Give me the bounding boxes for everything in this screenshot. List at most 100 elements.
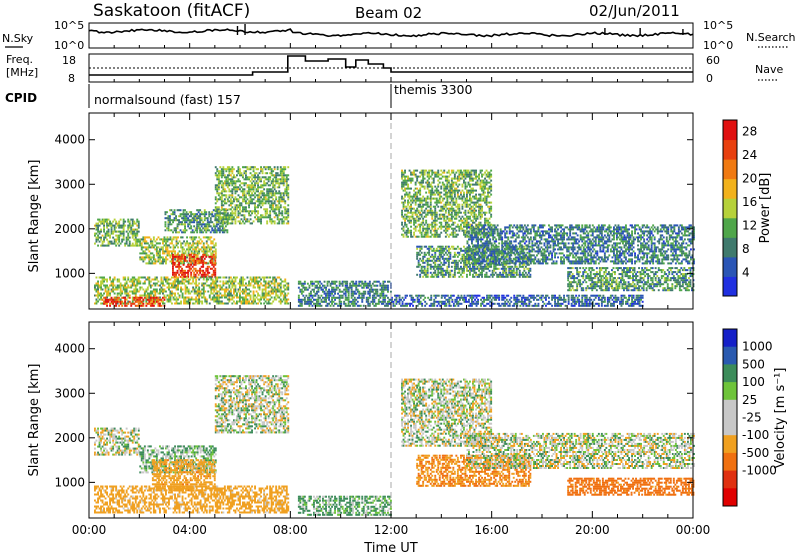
echo-cell [261, 184, 264, 187]
echo-cell [438, 197, 441, 200]
echo-cell [179, 265, 182, 268]
echo-cell [155, 248, 158, 251]
echo-cell [387, 286, 389, 289]
echo-cell [142, 288, 145, 291]
echo-cell [368, 296, 371, 299]
echo-cell [205, 246, 208, 249]
echo-cell [426, 251, 429, 254]
echo-cell [130, 244, 133, 247]
echo-cell [201, 302, 204, 305]
echo-cell [420, 223, 423, 226]
echo-cell [218, 227, 221, 230]
echo-cell [223, 292, 226, 295]
echo-cell [282, 294, 285, 297]
echo-cell [242, 166, 244, 169]
echo-cell [285, 188, 288, 191]
echo-cell [438, 225, 441, 228]
echo-cell [163, 288, 166, 291]
echo-cell [142, 256, 145, 259]
echo-cell [261, 216, 264, 219]
echo-cell [249, 184, 252, 187]
echo-cell [206, 271, 209, 274]
echo-cell [258, 196, 261, 199]
echo-cell [300, 302, 303, 305]
echo-cell [124, 244, 127, 247]
echo-cell [185, 271, 188, 274]
echo-cell [162, 248, 164, 251]
echo-cell [140, 286, 143, 289]
echo-cell [434, 207, 437, 210]
echo-cell [456, 203, 459, 206]
echo-cell [487, 221, 489, 224]
echo-cell [220, 190, 223, 193]
echo-cell [157, 242, 160, 245]
echo-cell [261, 198, 264, 201]
echo-cell [225, 168, 228, 171]
echo-cell [473, 211, 476, 214]
echo-cell [417, 215, 420, 218]
echo-cell [417, 251, 420, 254]
echo-cell [450, 215, 453, 218]
echo-cell [475, 213, 477, 216]
echo-cell [272, 208, 275, 211]
echo-cell [176, 209, 179, 212]
echo-cell [401, 227, 403, 230]
echo-cell [349, 284, 352, 287]
echo-cell [447, 195, 450, 198]
echo-cell [266, 192, 269, 195]
echo-cell [146, 256, 149, 259]
echo-cell [411, 211, 414, 214]
echo-cell [231, 298, 234, 301]
echo-cell [416, 207, 419, 210]
echo-cell [426, 211, 429, 214]
echo-cell [157, 254, 160, 257]
echo-cell [404, 199, 406, 202]
echo-cell [264, 300, 267, 303]
echo-cell [420, 199, 423, 202]
echo-cell [488, 207, 491, 210]
echo-cell [146, 292, 149, 295]
echo-cell [485, 173, 488, 176]
echo-cell [476, 181, 479, 184]
echo-cell [426, 225, 429, 228]
echo-cell [228, 194, 231, 197]
echo-cell [257, 282, 259, 285]
echo-cell [184, 255, 186, 258]
echo-cell [431, 221, 434, 224]
echo-cell [438, 195, 441, 198]
echo-cell [122, 284, 125, 287]
echo-cell [267, 292, 270, 295]
echo-cell [275, 288, 278, 291]
echo-cell [428, 223, 431, 226]
echo-cell [281, 174, 284, 177]
echo-cell [422, 195, 425, 198]
echo-cell [257, 176, 259, 179]
echo-cell [431, 173, 434, 176]
echo-cell [185, 213, 188, 216]
echo-cell [100, 276, 102, 279]
echo-cell [199, 231, 202, 234]
echo-cell [456, 213, 459, 216]
echo-cell [257, 190, 259, 193]
echo-cell [322, 300, 324, 303]
echo-cell [387, 304, 389, 307]
echo-cell [419, 187, 422, 190]
echo-cell [151, 284, 154, 287]
echo-cell [382, 284, 385, 287]
echo-cell [420, 271, 423, 274]
echo-cell [419, 257, 422, 260]
echo-cell [187, 300, 190, 303]
echo-cell [447, 181, 450, 184]
echo-cell [452, 183, 455, 186]
echo-cell [305, 294, 308, 297]
echo-cell [328, 294, 330, 297]
echo-cell [255, 182, 258, 185]
echo-cell [148, 282, 151, 285]
echo-cell [450, 183, 453, 186]
echo-cell [245, 300, 247, 303]
echo-cell [106, 290, 108, 293]
echo-cell [279, 278, 282, 281]
echo-cell [458, 203, 461, 206]
echo-cell [166, 211, 168, 214]
echo-cell [426, 213, 429, 216]
